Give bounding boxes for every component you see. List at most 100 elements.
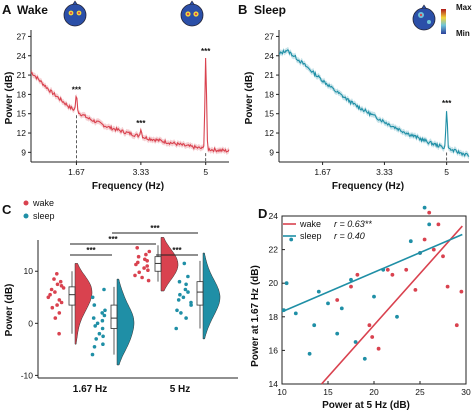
panel-label-b: B (238, 2, 247, 17)
panel-label-c: C (2, 202, 12, 217)
category-label: 5 Hz (170, 384, 191, 395)
topo-head-icon (180, 0, 204, 27)
y-tick-label: 24 (269, 211, 279, 221)
data-point-wake (349, 284, 353, 289)
data-point (179, 311, 183, 315)
data-point-wake (335, 298, 340, 302)
data-point-wake (436, 222, 441, 227)
data-point-sleep (339, 306, 344, 311)
data-point (177, 279, 182, 284)
legend-d: wake r = 0.63** sleep r = 0.40 (283, 219, 372, 241)
box-iqr (110, 304, 118, 329)
data-point (52, 277, 56, 281)
data-point (91, 316, 96, 320)
data-point-wake (445, 284, 450, 289)
panel-a-title: Wake (17, 3, 48, 17)
y-tick-label: 18 (17, 89, 27, 99)
data-point (95, 321, 100, 326)
legend-stat-sleep: r = 0.40 (334, 231, 365, 241)
data-point (94, 337, 98, 341)
y-tick-label: 15 (265, 109, 275, 119)
panel-d: D 14 16 18 20 22 24 10 15 20 25 30 wake r = 0.63**… (250, 205, 471, 411)
peak-significance-label: *** (442, 99, 452, 108)
x-tick-label: 3.33 (133, 167, 150, 177)
data-point (184, 316, 188, 320)
data-point-wake (459, 289, 464, 294)
x-tick-label: 30 (461, 387, 471, 397)
data-point-sleep (349, 277, 353, 282)
data-point (134, 262, 138, 267)
data-point-wake (404, 267, 409, 272)
colorbar (441, 9, 446, 34)
data-point-sleep (427, 222, 432, 227)
data-point (133, 273, 137, 278)
y-tick-label: 12 (17, 128, 27, 138)
data-point-sleep (307, 351, 312, 356)
box-iqr (154, 256, 162, 272)
data-point (97, 331, 102, 336)
data-point (55, 272, 59, 276)
legend-label-sleep: sleep (33, 211, 55, 221)
y-tick-label: 12 (265, 128, 275, 138)
data-point (182, 261, 187, 266)
data-point (61, 286, 66, 290)
legend-c: wake sleep (23, 198, 55, 221)
y-tick-label: 18 (269, 312, 279, 322)
data-point (58, 279, 63, 284)
axis-title-x-a: Frequency (Hz) (92, 181, 164, 192)
y-tick-label: 16 (269, 345, 279, 355)
box-iqr (196, 281, 204, 306)
data-point-sleep (289, 237, 294, 242)
y-tick-label: 24 (265, 51, 275, 61)
data-point (135, 246, 139, 250)
data-point (57, 331, 61, 336)
data-point (145, 264, 149, 268)
data-point (57, 298, 62, 302)
y-tick-label: 22 (269, 245, 279, 255)
data-point-sleep (293, 311, 298, 316)
y-tick-label: 27 (265, 31, 275, 41)
x-tick-label: 25 (415, 387, 425, 397)
legend-stat-wake: r = 0.63** (334, 219, 372, 229)
confidence-band (31, 55, 229, 155)
chart-area-b: 9 12 15 18 21 24 27 1.67 3.33 5 *** (265, 30, 470, 177)
chart-area-a: 9 12 15 18 21 24 27 1.67 3.33 5 *** *** *** (17, 30, 230, 177)
data-point (183, 287, 188, 292)
data-point-sleep (372, 294, 376, 299)
violin-half (160, 237, 179, 292)
y-tick-label: 0 (28, 318, 33, 328)
violin-half (116, 278, 135, 366)
peak-significance-label: *** (136, 119, 146, 128)
data-point (100, 326, 105, 331)
box-iqr (68, 286, 76, 306)
legend-marker-sleep (23, 213, 29, 219)
panel-b-title: Sleep (254, 3, 286, 17)
data-point (92, 345, 97, 349)
y-tick-label: -10 (21, 370, 34, 380)
data-point (178, 292, 182, 297)
data-point-sleep (408, 239, 413, 244)
axis-title-y-b: Power (dB) (244, 72, 255, 125)
data-point (53, 290, 57, 294)
data-point (49, 287, 54, 292)
x-tick-label: 1.67 (314, 167, 331, 177)
chart-area-d: 14 16 18 20 22 24 10 15 20 25 30 (269, 205, 471, 397)
data-point-wake (385, 267, 390, 272)
data-point (46, 295, 51, 300)
data-point (100, 318, 105, 323)
data-point (100, 311, 104, 315)
data-point (90, 295, 95, 300)
data-point-wake (367, 323, 372, 328)
peak-significance-label: *** (201, 47, 211, 56)
data-point-wake (370, 335, 375, 339)
chart-area-c: -10 0 10 1.67 Hz 5 Hz *** *** *** *** (21, 224, 238, 395)
data-point (146, 268, 150, 273)
x-tick-label: 5 (444, 167, 449, 177)
data-point (147, 249, 152, 254)
panel-b: B Sleep Max Min 9 12 15 18 21 24 27 1.67 3.33 5 **… (238, 2, 472, 192)
data-point (144, 252, 148, 257)
panel-label-a: A (2, 2, 12, 17)
confidence-band (279, 47, 469, 160)
data-point (136, 254, 141, 259)
data-point (101, 342, 105, 347)
